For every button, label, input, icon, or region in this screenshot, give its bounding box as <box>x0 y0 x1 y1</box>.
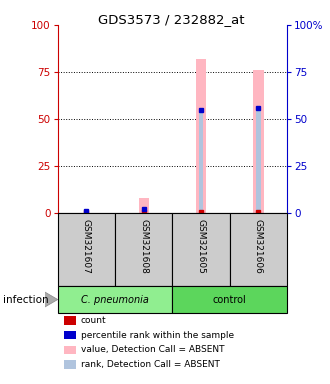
Text: count: count <box>81 316 107 325</box>
Bar <box>139 198 149 213</box>
Text: C. pneumonia: C. pneumonia <box>81 295 149 305</box>
Bar <box>173 213 230 286</box>
Text: percentile rank within the sample: percentile rank within the sample <box>81 331 234 340</box>
Text: control: control <box>213 295 247 305</box>
Bar <box>173 286 287 313</box>
Bar <box>196 59 206 213</box>
Polygon shape <box>45 292 58 307</box>
Text: GDS3573 / 232882_at: GDS3573 / 232882_at <box>98 13 245 26</box>
Bar <box>253 70 264 213</box>
Bar <box>256 108 261 213</box>
Bar <box>115 213 173 286</box>
Text: GSM321605: GSM321605 <box>197 219 206 274</box>
Bar <box>58 213 115 286</box>
Text: GSM321608: GSM321608 <box>139 219 148 274</box>
Text: rank, Detection Call = ABSENT: rank, Detection Call = ABSENT <box>81 360 220 369</box>
Text: infection: infection <box>3 295 49 305</box>
Bar <box>230 213 287 286</box>
Bar <box>199 109 203 213</box>
Bar <box>58 286 173 313</box>
Text: GSM321607: GSM321607 <box>82 219 91 274</box>
Text: value, Detection Call = ABSENT: value, Detection Call = ABSENT <box>81 345 224 354</box>
Text: GSM321606: GSM321606 <box>254 219 263 274</box>
